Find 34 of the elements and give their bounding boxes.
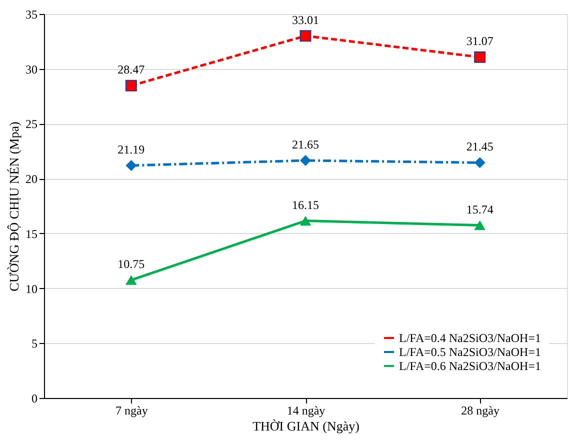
data-label: 28.47 — [118, 62, 145, 77]
x-tick-label: 7 ngày — [116, 404, 148, 418]
data-label: 16.15 — [292, 198, 319, 212]
point — [474, 157, 486, 168]
point — [300, 154, 311, 166]
data-label: 15.74 — [466, 202, 494, 216]
x-axis-title: THỜI GIAN (Ngày) — [252, 418, 360, 434]
legend-label: L/FA=0.4 Na2SiO3/NaOH=1 — [399, 331, 541, 345]
data-label: 21.65 — [292, 137, 319, 152]
y-tick-label: 35 — [26, 8, 38, 22]
point — [125, 80, 137, 92]
point — [126, 160, 137, 172]
y-tick-label: 25 — [26, 117, 38, 132]
point — [474, 51, 486, 63]
legend-label: L/FA=0.6 Na2SiO3/NaOH=1 — [399, 359, 541, 373]
legend-label: L/FA=0.5 Na2SiO3/NaOH=1 — [399, 345, 541, 359]
data-label: 21.45 — [466, 140, 494, 154]
y-axis-title: CƯỜNG ĐỘ CHỊU NÉN (Mpa) — [6, 122, 22, 292]
point — [474, 220, 486, 230]
point — [300, 216, 311, 226]
data-label: 21.19 — [118, 142, 145, 157]
data-label: 31.07 — [466, 34, 494, 48]
y-tick-label: 30 — [26, 62, 38, 76]
y-tick-label: 0 — [32, 392, 38, 406]
y-tick-label: 10 — [26, 282, 38, 296]
point — [126, 275, 137, 285]
y-tick-label: 15 — [26, 226, 38, 241]
y-tick-label: 20 — [26, 172, 38, 186]
x-tick-label: 14 ngày — [286, 404, 326, 418]
x-tick-label: 28 ngày — [461, 404, 500, 418]
data-label: 33.01 — [292, 12, 319, 27]
y-tick-label: 5 — [32, 336, 38, 351]
point — [300, 30, 312, 42]
data-label: 10.75 — [118, 257, 145, 272]
